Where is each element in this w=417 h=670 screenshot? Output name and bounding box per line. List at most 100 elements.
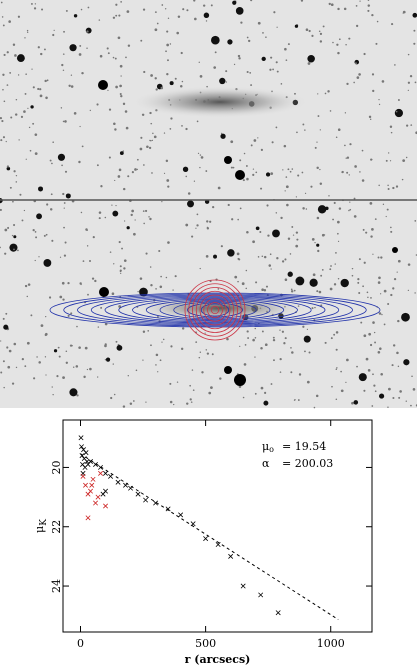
star	[239, 159, 242, 162]
star	[185, 175, 188, 178]
star	[160, 275, 162, 278]
star	[23, 110, 26, 113]
star	[169, 400, 173, 404]
star	[243, 152, 246, 155]
x-tick-label: 500	[195, 637, 216, 650]
star	[83, 375, 86, 379]
star	[405, 156, 408, 159]
star	[125, 56, 127, 59]
star	[261, 56, 266, 62]
star	[19, 193, 22, 196]
star	[118, 305, 122, 308]
star	[363, 334, 367, 338]
star	[84, 346, 88, 350]
star	[402, 159, 406, 162]
star	[257, 21, 261, 25]
star	[26, 295, 29, 298]
star	[318, 30, 321, 33]
star	[315, 394, 319, 398]
star	[314, 306, 316, 309]
star	[6, 165, 10, 168]
star	[32, 86, 35, 89]
star	[13, 248, 15, 251]
star	[237, 257, 240, 260]
star	[279, 371, 282, 373]
star	[345, 44, 347, 46]
star	[348, 37, 351, 40]
star	[122, 187, 126, 191]
star	[235, 170, 245, 180]
star	[295, 244, 299, 248]
star	[224, 156, 232, 164]
star	[98, 19, 101, 21]
star	[327, 90, 330, 93]
star	[114, 179, 116, 182]
star	[324, 92, 327, 95]
star	[131, 209, 135, 213]
star	[129, 402, 133, 405]
star	[335, 136, 338, 139]
star	[143, 70, 146, 74]
star	[257, 256, 260, 258]
star	[35, 236, 38, 239]
star	[396, 351, 399, 355]
star	[358, 73, 361, 76]
star	[335, 252, 337, 254]
star	[148, 146, 152, 150]
star	[145, 252, 148, 255]
star	[371, 13, 374, 17]
star	[284, 278, 288, 281]
star	[265, 285, 268, 288]
star	[392, 287, 395, 290]
star	[363, 261, 366, 264]
point	[95, 494, 101, 500]
star	[150, 122, 153, 125]
star	[209, 220, 212, 223]
star	[338, 38, 341, 41]
star	[98, 217, 101, 220]
star	[9, 243, 18, 252]
star	[65, 361, 68, 364]
star	[369, 201, 373, 205]
star	[263, 289, 267, 292]
star	[331, 385, 333, 388]
star	[330, 3, 334, 7]
star	[239, 345, 241, 347]
star	[135, 369, 138, 372]
star	[264, 391, 267, 394]
star	[306, 380, 310, 384]
star	[3, 386, 5, 389]
star	[78, 53, 82, 56]
star	[154, 77, 157, 80]
star	[319, 182, 323, 186]
star	[316, 216, 320, 220]
star	[369, 343, 373, 347]
star	[165, 159, 169, 163]
star	[283, 342, 286, 345]
star	[312, 273, 316, 277]
star	[34, 259, 36, 262]
star	[34, 230, 37, 233]
star	[367, 0, 370, 2]
star	[283, 144, 287, 148]
star	[5, 140, 7, 143]
star	[62, 53, 65, 55]
star	[12, 43, 16, 46]
star	[40, 52, 43, 56]
star	[109, 251, 112, 253]
star	[387, 406, 389, 408]
star	[413, 29, 416, 32]
star	[206, 352, 210, 355]
star	[392, 186, 395, 190]
star	[100, 185, 103, 188]
star	[166, 73, 169, 76]
star	[357, 281, 360, 284]
star	[287, 168, 290, 171]
star	[150, 344, 152, 347]
star	[319, 32, 323, 36]
star	[161, 4, 164, 6]
star	[280, 216, 283, 220]
star	[162, 338, 165, 341]
star	[161, 200, 163, 203]
red-contour	[195, 290, 235, 330]
